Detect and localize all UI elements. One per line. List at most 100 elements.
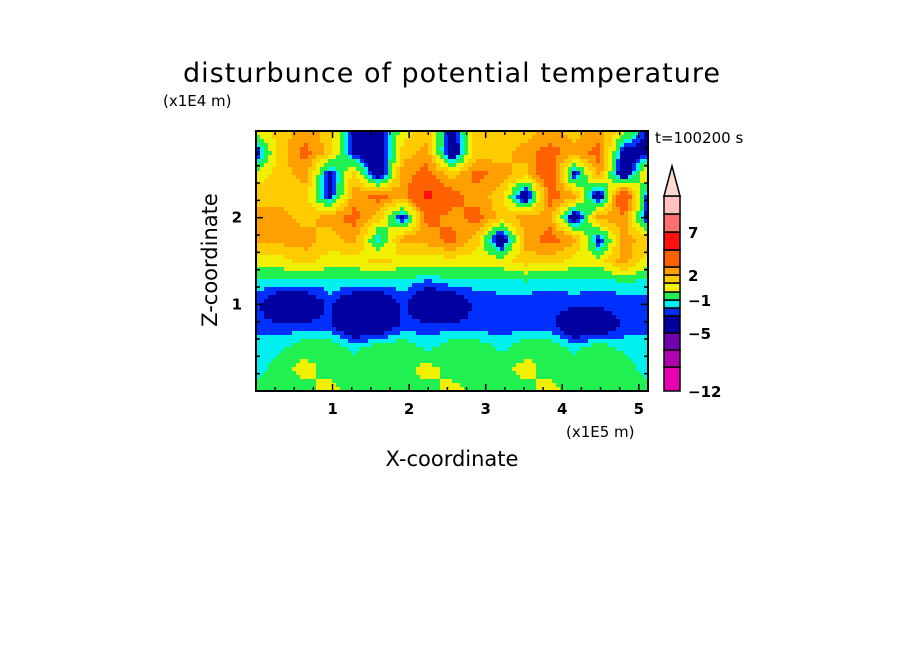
field-cell <box>636 271 641 276</box>
field-cell <box>288 323 293 328</box>
field-cell <box>312 327 317 332</box>
field-cell <box>276 147 281 152</box>
field-cell <box>268 155 273 160</box>
field-cell <box>364 159 369 164</box>
field-cell <box>480 155 485 160</box>
field-cell <box>428 331 433 336</box>
field-cell <box>484 295 489 300</box>
field-cell <box>592 215 597 220</box>
field-cell <box>300 187 305 192</box>
field-cell <box>572 219 577 224</box>
field-cell <box>304 167 309 172</box>
field-cell <box>384 187 389 192</box>
field-cell <box>540 303 545 308</box>
field-cell <box>460 303 465 308</box>
field-cell <box>520 155 525 160</box>
field-cell <box>540 223 545 228</box>
field-cell <box>432 319 437 324</box>
field-cell <box>400 215 405 220</box>
field-cell <box>624 195 629 200</box>
field-cell <box>444 195 449 200</box>
field-cell <box>596 247 601 252</box>
field-cell <box>628 251 633 256</box>
field-cell <box>332 303 337 308</box>
field-cell <box>576 211 581 216</box>
field-cell <box>480 307 485 312</box>
field-cell <box>644 311 649 316</box>
field-cell <box>288 251 293 256</box>
field-cell <box>624 207 629 212</box>
field-cell <box>388 295 393 300</box>
field-cell <box>476 155 481 160</box>
field-cell <box>560 155 565 160</box>
field-cell <box>276 315 281 320</box>
field-cell <box>404 219 409 224</box>
field-cell <box>424 255 429 260</box>
field-cell <box>432 199 437 204</box>
field-cell <box>296 239 301 244</box>
field-cell <box>548 267 553 272</box>
field-cell <box>368 167 373 172</box>
field-cell <box>604 175 609 180</box>
field-cell <box>476 135 481 140</box>
field-cell <box>288 163 293 168</box>
field-cell <box>296 247 301 252</box>
field-cell <box>512 171 517 176</box>
field-cell <box>600 315 605 320</box>
field-cell <box>556 291 561 296</box>
field-cell <box>496 203 501 208</box>
field-cell <box>468 167 473 172</box>
field-cell <box>564 279 569 284</box>
field-cell <box>472 267 477 272</box>
field-cell <box>500 255 505 260</box>
field-cell <box>432 195 437 200</box>
field-cell <box>472 159 477 164</box>
field-cell <box>368 287 373 292</box>
field-cell <box>320 155 325 160</box>
field-cell <box>352 219 357 224</box>
field-cell <box>268 135 273 140</box>
field-cell <box>548 231 553 236</box>
field-cell <box>456 251 461 256</box>
field-cell <box>604 235 609 240</box>
field-cell <box>432 315 437 320</box>
field-cell <box>424 247 429 252</box>
field-cell <box>604 159 609 164</box>
field-cell <box>332 251 337 256</box>
field-cell <box>572 227 577 232</box>
field-cell <box>408 211 413 216</box>
field-cell <box>316 311 321 316</box>
field-cell <box>396 271 401 276</box>
field-cell <box>536 243 541 248</box>
field-cell <box>588 243 593 248</box>
field-cell <box>284 247 289 252</box>
field-cell <box>356 327 361 332</box>
field-cell <box>504 207 509 212</box>
field-cell <box>416 311 421 316</box>
field-cell <box>472 227 477 232</box>
field-cell <box>640 299 645 304</box>
field-cell <box>288 227 293 232</box>
field-cell <box>368 223 373 228</box>
field-cell <box>292 215 297 220</box>
field-cell <box>484 215 489 220</box>
field-cell <box>340 247 345 252</box>
field-cell <box>436 295 441 300</box>
field-cell <box>260 219 265 224</box>
field-cell <box>292 283 297 288</box>
field-cell <box>380 135 385 140</box>
field-cell <box>504 291 509 296</box>
field-cell <box>308 139 313 144</box>
field-cell <box>612 267 617 272</box>
field-cell <box>316 143 321 148</box>
field-cell <box>260 159 265 164</box>
field-cell <box>612 187 617 192</box>
field-cell <box>416 251 421 256</box>
field-cell <box>644 307 649 312</box>
field-cell <box>516 235 521 240</box>
field-cell <box>332 243 337 248</box>
field-cell <box>316 279 321 284</box>
field-cell <box>352 319 357 324</box>
field-cell <box>480 231 485 236</box>
field-cell <box>536 223 541 228</box>
